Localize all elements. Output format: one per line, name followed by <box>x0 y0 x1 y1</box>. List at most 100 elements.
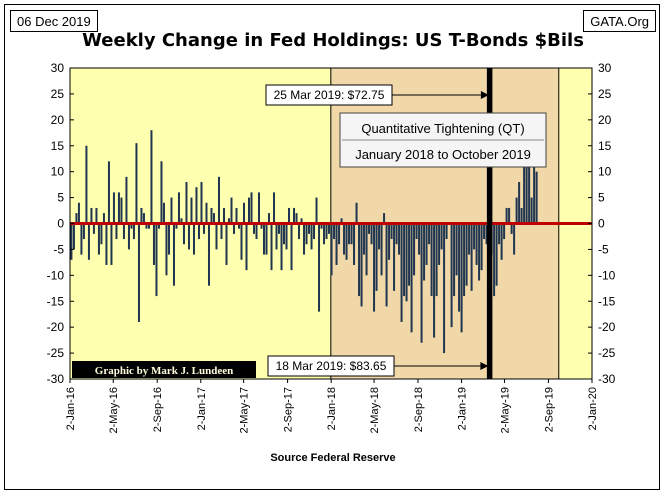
y-tick-label: 15 <box>51 139 65 153</box>
bar <box>145 223 148 229</box>
bar <box>237 223 240 229</box>
bar <box>167 223 170 255</box>
bar <box>468 223 471 255</box>
bar <box>95 207 98 224</box>
bar <box>155 223 158 297</box>
y-tick-label: 10 <box>51 165 65 179</box>
x-tick-label: 2-Jan-20 <box>587 387 599 430</box>
bar <box>515 197 518 224</box>
bar <box>87 223 90 260</box>
bar <box>100 223 103 245</box>
bar <box>147 223 150 229</box>
bar <box>373 223 376 312</box>
bar <box>425 223 428 265</box>
bar <box>415 223 418 240</box>
bar <box>105 223 108 265</box>
x-tick-label: 2-May-16 <box>108 387 120 433</box>
bar <box>343 223 346 255</box>
bar <box>278 223 281 234</box>
bar <box>253 223 256 234</box>
bar <box>303 223 306 255</box>
bar <box>232 223 235 234</box>
x-tick-label: 2-Sep-17 <box>283 387 295 432</box>
bar <box>240 223 243 260</box>
bar <box>137 223 140 322</box>
bar <box>135 143 138 224</box>
bar <box>533 145 536 224</box>
x-tick-label: 2-Jan-16 <box>65 387 77 430</box>
bar <box>288 207 291 224</box>
bar <box>275 223 278 250</box>
bar <box>480 223 483 271</box>
bar <box>383 213 386 224</box>
bar <box>285 223 288 250</box>
bar <box>458 223 461 312</box>
date-label: 06 Dec 2019 <box>10 10 98 32</box>
bar <box>353 223 356 265</box>
bar <box>403 223 406 297</box>
bar <box>510 223 513 234</box>
bar <box>192 223 195 255</box>
credit-box <box>72 361 256 378</box>
bar <box>115 223 118 240</box>
bar <box>365 223 368 276</box>
bar <box>82 223 85 240</box>
bar <box>408 223 411 286</box>
bar <box>378 223 381 250</box>
bar <box>180 218 183 224</box>
y-tick-label: 30 <box>51 61 65 75</box>
bar <box>310 223 313 250</box>
bar <box>495 223 498 286</box>
bar <box>355 202 358 224</box>
bar <box>222 207 225 224</box>
bar <box>70 223 73 260</box>
bar <box>363 223 366 255</box>
bar <box>323 223 326 245</box>
x-tick-label: 2-Sep-18 <box>413 387 425 432</box>
bar <box>370 223 373 245</box>
bar <box>398 223 401 255</box>
bar <box>295 213 298 224</box>
bar <box>260 223 263 229</box>
bar <box>200 182 203 224</box>
y-tick-label: 20 <box>51 113 65 127</box>
bar <box>413 223 416 276</box>
y-tick-label: 25 <box>598 87 612 101</box>
bar <box>298 223 301 240</box>
y-tick-label: -30 <box>47 372 65 386</box>
arrow-head <box>480 91 489 99</box>
y-tick-label: 5 <box>57 191 64 205</box>
bar <box>400 223 403 322</box>
bar <box>498 223 501 245</box>
y-tick-label: 5 <box>598 191 605 205</box>
bar <box>338 223 341 245</box>
bar <box>162 202 165 224</box>
bar <box>420 223 423 343</box>
bars-group <box>70 130 538 354</box>
credit-label: Graphic by Mark J. Lundeen <box>95 365 233 377</box>
bar <box>530 197 533 224</box>
bar <box>248 197 251 224</box>
bar <box>110 223 113 265</box>
bar <box>92 223 95 234</box>
bar <box>318 223 321 312</box>
bar <box>513 223 516 255</box>
bar <box>293 207 296 224</box>
bar <box>483 223 486 240</box>
bar <box>305 223 308 245</box>
marker-label-bottom: 18 Mar 2019: $83.65 <box>276 359 387 373</box>
y-tick-label: -20 <box>598 320 616 334</box>
bar <box>525 132 528 224</box>
marker-label-top: 25 Mar 2019: $72.75 <box>274 88 385 102</box>
y-tick-label: 25 <box>51 87 65 101</box>
bar <box>475 223 478 265</box>
bar <box>388 223 391 260</box>
y-tick-label: -5 <box>53 242 64 256</box>
bar <box>210 207 213 224</box>
bar <box>243 202 245 224</box>
bar <box>368 223 371 234</box>
bar <box>520 207 523 224</box>
x-tick-label: 2-May-17 <box>239 387 251 433</box>
chart-title: Weekly Change in Fed Holdings: US T-Bond… <box>82 30 584 51</box>
qt-label-line1: Quantitative Tightening (QT) <box>361 121 524 136</box>
